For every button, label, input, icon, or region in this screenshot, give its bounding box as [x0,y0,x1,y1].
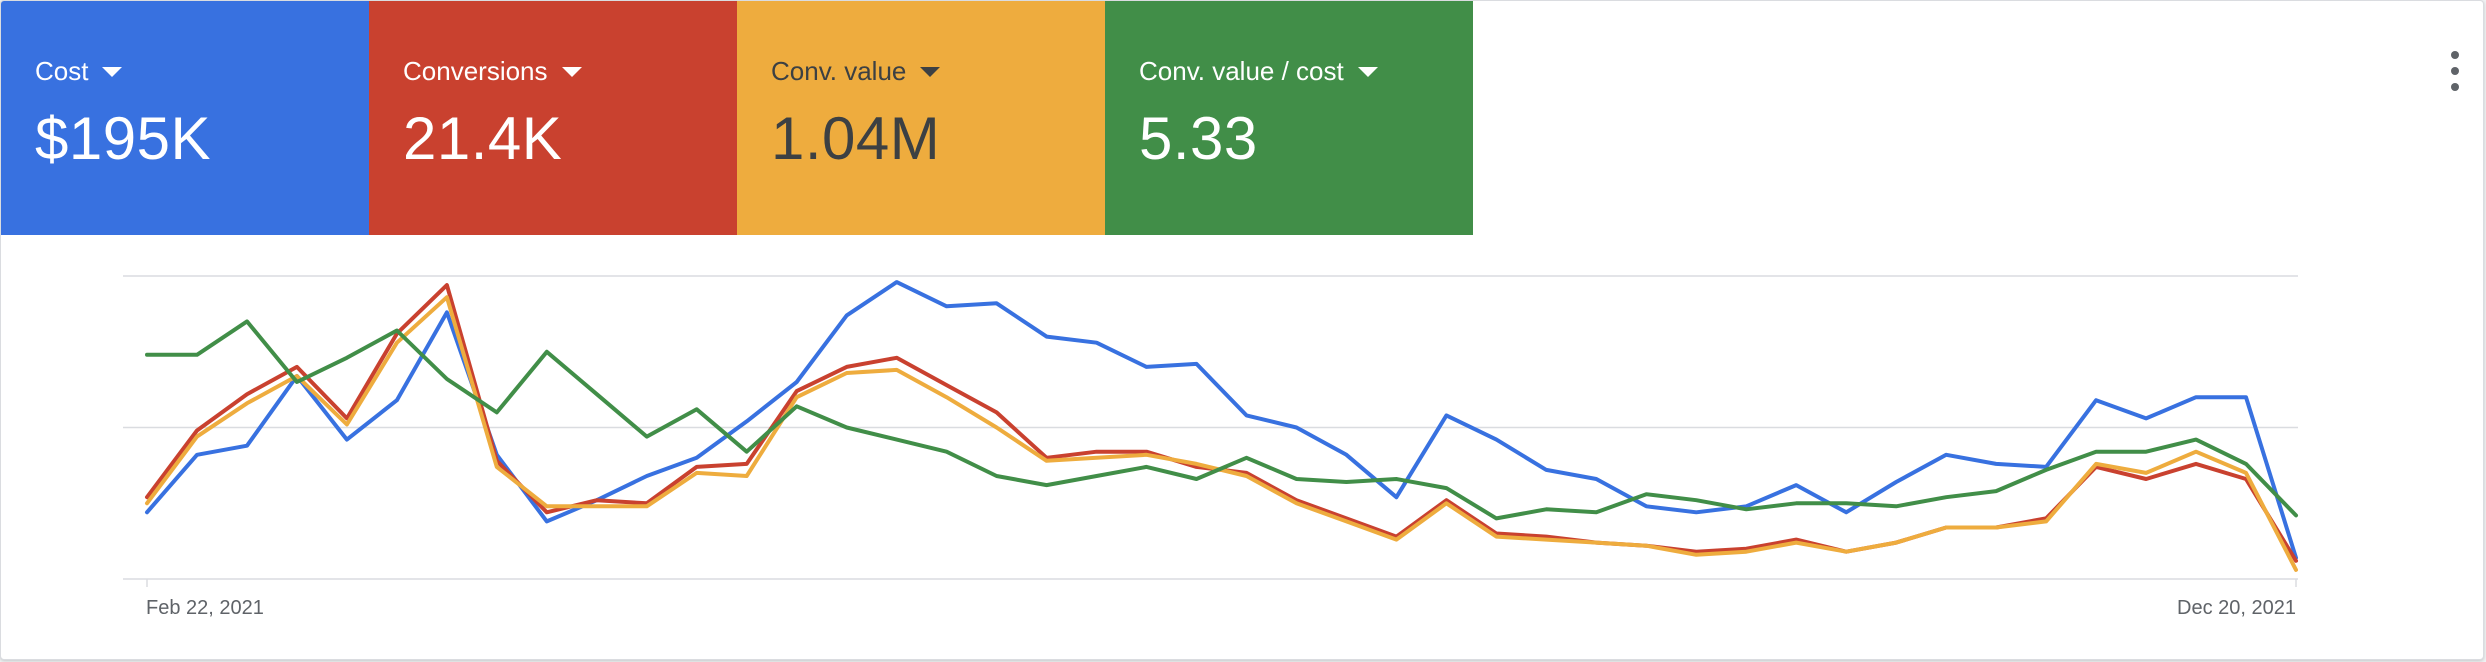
menu-dot [2451,83,2459,91]
menu-dot [2451,51,2459,59]
series-line-3 [145,319,2298,521]
metric-selector[interactable]: Conv. value / cost [1139,53,1473,89]
metric-tile-cost[interactable]: Cost $195K [1,1,369,235]
metric-selector[interactable]: Conversions [403,53,737,89]
metric-value: 21.4K [403,105,563,172]
metric-label: Cost [35,56,89,86]
series-line-0 [145,280,2298,560]
metric-value: 5.33 [1139,105,1258,172]
metric-value: 1.04M [771,105,941,172]
dropdown-arrow-icon[interactable] [561,67,582,77]
metric-tile-conv-value-cost[interactable]: Conv. value / cost 5.33 [1105,1,1473,235]
metric-tile-conv-value[interactable]: Conv. value 1.04M [737,1,1105,235]
metric-selector[interactable]: Conv. value [771,53,1105,89]
metric-label: Conversions [403,56,548,86]
metric-label: Conv. value [771,56,907,86]
metric-tiles: Cost $195K Conversions 21.4K Conv. value… [1,1,1473,235]
metric-value: $195K [35,105,211,172]
menu-dot [2451,67,2459,75]
x-axis-start-label: Feb 22, 2021 [146,597,264,619]
dropdown-arrow-icon[interactable] [1357,67,1378,77]
series-line-1 [145,283,2298,563]
more-vert-icon[interactable] [2447,51,2463,91]
dropdown-arrow-icon[interactable] [102,67,123,77]
metric-label: Conv. value / cost [1139,56,1344,86]
metric-tile-conversions[interactable]: Conversions 21.4K [369,1,737,235]
x-axis-end-label: Dec 20, 2021 [2177,597,2296,619]
metric-selector[interactable]: Cost [35,53,369,89]
chart-series [145,280,2298,572]
series-line-2 [145,295,2298,572]
dropdown-arrow-icon[interactable] [920,67,941,77]
